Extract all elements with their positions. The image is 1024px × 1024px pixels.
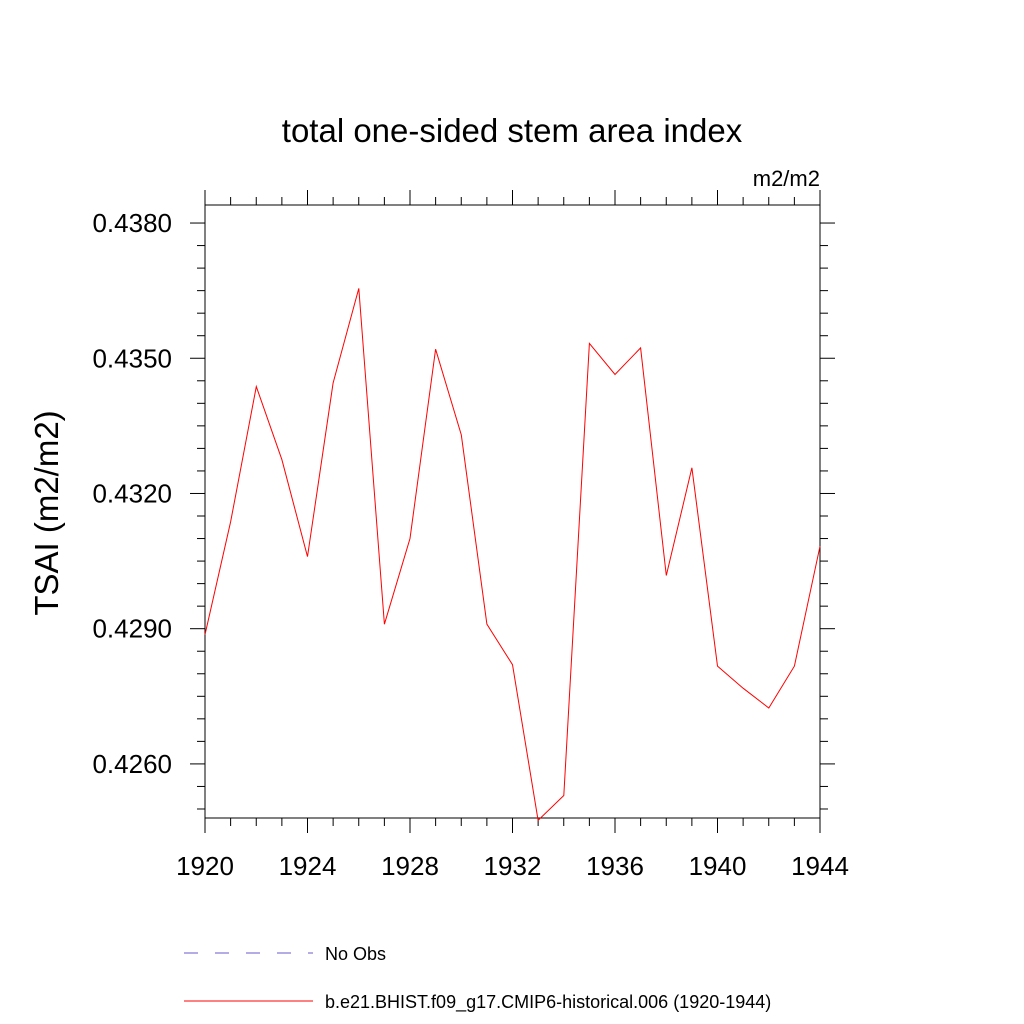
y-axis-label: TSAI (m2/m2) bbox=[28, 410, 65, 615]
legend-label-no-obs: No Obs bbox=[325, 944, 386, 964]
y-tick-label: 0.4320 bbox=[92, 478, 172, 508]
x-tick-label: 1928 bbox=[381, 851, 439, 881]
y-tick-label: 0.4380 bbox=[92, 208, 172, 238]
plot-area: 1920 1924 1928 1932 1936 1940 1944 0.4260 0.4290… bbox=[92, 190, 849, 881]
legend: No Obs b.e21.BHIST.f09_g17.CMIP6-histori… bbox=[184, 944, 771, 1013]
y-tick-label: 0.4290 bbox=[92, 614, 172, 644]
x-tick-label: 1932 bbox=[484, 851, 542, 881]
chart-title: total one-sided stem area index bbox=[282, 112, 743, 149]
x-tick-label: 1920 bbox=[176, 851, 234, 881]
units-label: m2/m2 bbox=[753, 166, 820, 191]
x-tick-label: 1944 bbox=[791, 851, 849, 881]
legend-label-model: b.e21.BHIST.f09_g17.CMIP6-historical.006… bbox=[325, 992, 771, 1013]
plot-frame bbox=[204, 204, 821, 819]
x-tick-label: 1940 bbox=[689, 851, 747, 881]
x-tick-label: 1936 bbox=[586, 851, 644, 881]
x-tick-label: 1924 bbox=[279, 851, 337, 881]
series-line bbox=[204, 288, 821, 822]
y-tick-label: 0.4350 bbox=[92, 343, 172, 373]
y-tick-label: 0.4260 bbox=[92, 749, 172, 779]
